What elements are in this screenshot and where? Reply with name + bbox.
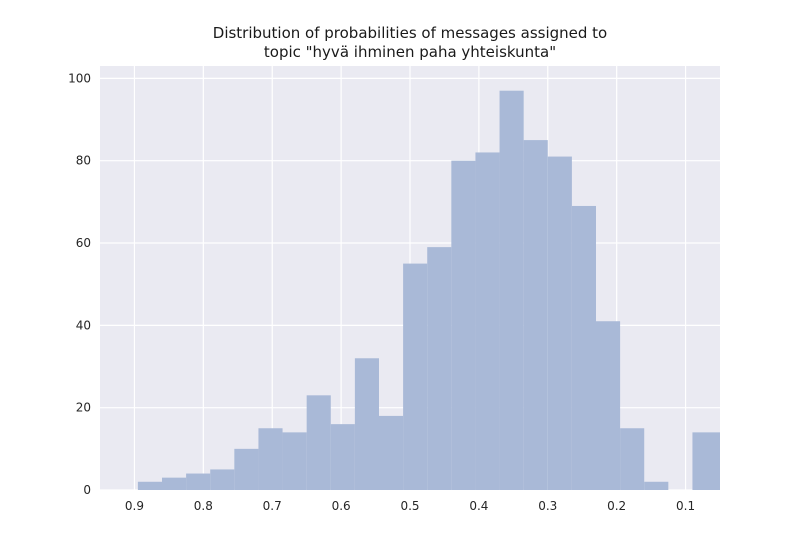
y-tick-label: 40 bbox=[76, 318, 91, 332]
histogram-bar bbox=[306, 395, 331, 490]
x-tick-label: 0.5 bbox=[400, 499, 419, 513]
x-tick-label: 0.9 bbox=[125, 499, 144, 513]
histogram-bar bbox=[162, 477, 187, 490]
histogram-bar bbox=[354, 358, 379, 490]
chart-title: Distribution of probabilities of message… bbox=[0, 24, 800, 62]
y-tick-label: 60 bbox=[76, 236, 91, 250]
histogram-bar bbox=[571, 205, 596, 490]
y-tick-label: 0 bbox=[83, 483, 91, 497]
x-tick-label: 0.4 bbox=[469, 499, 488, 513]
histogram-bars bbox=[137, 90, 720, 491]
histogram-bar bbox=[475, 152, 500, 491]
histogram-bar bbox=[692, 432, 720, 490]
y-tick-label: 100 bbox=[68, 71, 91, 85]
histogram-bar bbox=[644, 481, 669, 490]
histogram-bar bbox=[282, 432, 307, 490]
x-axis-ticks: 0.9 0.8 0.7 0.6 0.5 0.4 0.3 0.2 0.1 bbox=[125, 499, 695, 513]
histogram-bar bbox=[186, 473, 211, 490]
histogram-bar bbox=[234, 448, 259, 490]
histogram-bar bbox=[499, 90, 524, 490]
histogram-bar bbox=[596, 321, 621, 490]
y-tick-label: 80 bbox=[76, 154, 91, 168]
histogram-bar bbox=[451, 160, 476, 490]
y-tick-label: 20 bbox=[76, 401, 91, 415]
x-tick-label: 0.1 bbox=[676, 499, 695, 513]
histogram-bar bbox=[330, 424, 355, 490]
histogram-bar bbox=[137, 481, 162, 490]
x-tick-label: 0.6 bbox=[332, 499, 351, 513]
chart-title-line-2: topic "hyvä ihminen paha yhteiskunta" bbox=[263, 43, 557, 61]
chart-title-line-1: Distribution of probabilities of message… bbox=[212, 24, 608, 42]
histogram-bar bbox=[403, 263, 428, 490]
histogram-bar bbox=[210, 469, 235, 490]
x-tick-label: 0.7 bbox=[263, 499, 282, 513]
histogram-bar bbox=[258, 428, 283, 490]
x-tick-label: 0.3 bbox=[538, 499, 557, 513]
histogram-bar bbox=[547, 156, 572, 490]
histogram-bar bbox=[379, 415, 404, 490]
histogram-bar bbox=[427, 247, 452, 490]
histogram-bar bbox=[523, 140, 548, 490]
histogram-bar bbox=[620, 428, 645, 490]
y-axis-ticks: 0 20 40 60 80 100 bbox=[68, 71, 91, 497]
x-tick-label: 0.2 bbox=[607, 499, 626, 513]
x-tick-label: 0.8 bbox=[194, 499, 213, 513]
